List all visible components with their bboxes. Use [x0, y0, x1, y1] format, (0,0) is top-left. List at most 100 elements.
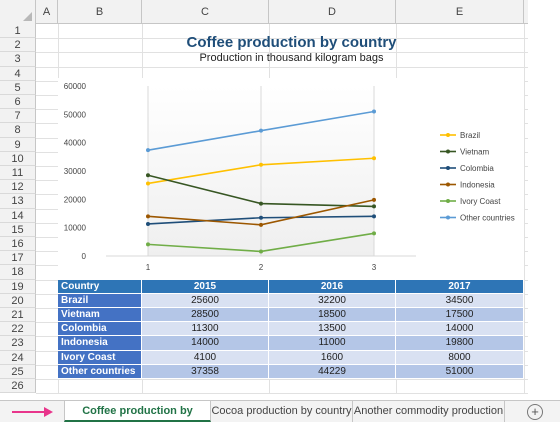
table-cell[interactable]: 37358 [142, 364, 269, 379]
column-header-c[interactable]: C [142, 0, 269, 24]
row-header-6[interactable]: 6 [0, 95, 36, 110]
data-point[interactable] [146, 181, 150, 186]
tab-coffee-production[interactable]: Coffee production by country [64, 401, 211, 437]
x-tick-label: 2 [259, 263, 264, 272]
row-header-11[interactable]: 11 [0, 166, 36, 181]
sheet-subtitle[interactable]: Production in thousand kilogram bags [199, 52, 384, 64]
table-cell[interactable]: 11000 [269, 336, 396, 351]
legend-marker [446, 199, 450, 203]
data-point[interactable] [372, 109, 376, 114]
data-point[interactable] [372, 156, 376, 161]
row-header-10[interactable]: 10 [0, 151, 36, 166]
row-header-19[interactable]: 19 [0, 279, 36, 294]
y-tick-label: 40000 [64, 139, 87, 148]
tab-cocoa-production[interactable]: Cocoa production by country [211, 401, 353, 422]
table-cell[interactable]: 19800 [396, 336, 524, 351]
line-chart[interactable]: 0 10000 20000 30000 40000 50000 60000 1 2 3 Braz… [58, 78, 524, 284]
table-row-label[interactable]: Other countries [58, 364, 142, 379]
legend-entry[interactable]: Colombia [460, 164, 494, 173]
sheet-tab-bar: Coffee production by country Cocoa produ… [0, 400, 560, 437]
table-row-label[interactable]: Brazil [58, 293, 142, 308]
table-cell[interactable]: 25600 [142, 293, 269, 308]
column-header-b[interactable]: B [58, 0, 142, 24]
row-header-7[interactable]: 7 [0, 109, 36, 124]
table-cell[interactable]: 11300 [142, 322, 269, 337]
add-sheet-icon[interactable]: + [527, 404, 543, 420]
row-header-8[interactable]: 8 [0, 123, 36, 138]
row-header-20[interactable]: 20 [0, 293, 36, 308]
data-point[interactable] [146, 148, 150, 153]
table-cell[interactable]: 51000 [396, 364, 524, 379]
table-header-cell[interactable]: 2017 [396, 279, 524, 294]
data-point[interactable] [372, 197, 376, 202]
table-header-cell[interactable]: 2016 [269, 279, 396, 294]
data-point[interactable] [259, 249, 263, 254]
table-cell[interactable]: 8000 [396, 350, 524, 365]
row-header-26[interactable]: 26 [0, 379, 36, 394]
row-header-15[interactable]: 15 [0, 222, 36, 237]
table-header-cell[interactable]: 2015 [142, 279, 269, 294]
data-point[interactable] [259, 215, 263, 220]
row-header-14[interactable]: 14 [0, 208, 36, 223]
row-header-25[interactable]: 25 [0, 364, 36, 379]
data-point[interactable] [372, 231, 376, 236]
column-header-d[interactable]: D [269, 0, 396, 24]
row-header-12[interactable]: 12 [0, 180, 36, 195]
table-cell[interactable]: 14000 [396, 322, 524, 337]
row-header-21[interactable]: 21 [0, 308, 36, 323]
table-cell[interactable]: 28500 [142, 308, 269, 323]
table-row-label[interactable]: Vietnam [58, 308, 142, 323]
row-header-3[interactable]: 3 [0, 52, 36, 67]
pointer-arrow-icon [44, 407, 53, 417]
data-point[interactable] [146, 242, 150, 247]
table-cell[interactable]: 18500 [269, 308, 396, 323]
row-header-17[interactable]: 17 [0, 251, 36, 266]
table-row-label[interactable]: Colombia [58, 322, 142, 337]
column-header-e[interactable]: E [396, 0, 524, 24]
row-header-16[interactable]: 16 [0, 237, 36, 252]
row-header-13[interactable]: 13 [0, 194, 36, 209]
row-header-22[interactable]: 22 [0, 322, 36, 337]
legend-marker [446, 166, 450, 170]
legend-entry[interactable]: Other countries [460, 214, 515, 223]
row-header-4[interactable]: 4 [0, 66, 36, 81]
column-header-a[interactable]: A [36, 0, 58, 24]
data-point[interactable] [259, 162, 263, 167]
row-header-24[interactable]: 24 [0, 350, 36, 365]
select-all-corner[interactable] [0, 0, 36, 24]
data-point[interactable] [146, 173, 150, 178]
legend-entry[interactable]: Ivory Coast [460, 197, 501, 206]
legend-entry[interactable]: Indonesia [460, 181, 495, 190]
table-row-label[interactable]: Indonesia [58, 336, 142, 351]
data-point[interactable] [259, 128, 263, 133]
tab-another-commodity[interactable]: Another commodity production [353, 401, 505, 422]
table-row-label[interactable]: Ivory Coast [58, 350, 142, 365]
row-header-1[interactable]: 1 [0, 24, 36, 39]
data-point[interactable] [259, 222, 263, 227]
table-cell[interactable]: 32200 [269, 293, 396, 308]
sheet-title[interactable]: Coffee production by country [186, 34, 397, 51]
table-cell[interactable]: 1600 [269, 350, 396, 365]
data-point[interactable] [146, 214, 150, 219]
data-point[interactable] [259, 201, 263, 206]
legend-entry[interactable]: Vietnam [460, 148, 490, 157]
y-tick-label: 60000 [64, 82, 87, 91]
table-cell[interactable]: 13500 [269, 322, 396, 337]
data-point[interactable] [146, 221, 150, 226]
table-cell[interactable]: 17500 [396, 308, 524, 323]
row-header-23[interactable]: 23 [0, 336, 36, 351]
row-header-5[interactable]: 5 [0, 80, 36, 95]
y-tick-label: 10000 [64, 224, 87, 233]
table-cell[interactable]: 44229 [269, 364, 396, 379]
y-tick-label: 50000 [64, 110, 87, 119]
data-point[interactable] [372, 214, 376, 219]
row-header-9[interactable]: 9 [0, 137, 36, 152]
row-header-18[interactable]: 18 [0, 265, 36, 280]
table-header-cell[interactable]: Country [58, 279, 142, 294]
table-cell[interactable]: 34500 [396, 293, 524, 308]
table-cell[interactable]: 4100 [142, 350, 269, 365]
row-header-2[interactable]: 2 [0, 38, 36, 53]
legend-entry[interactable]: Brazil [460, 131, 480, 140]
data-point[interactable] [372, 204, 376, 209]
table-cell[interactable]: 14000 [142, 336, 269, 351]
